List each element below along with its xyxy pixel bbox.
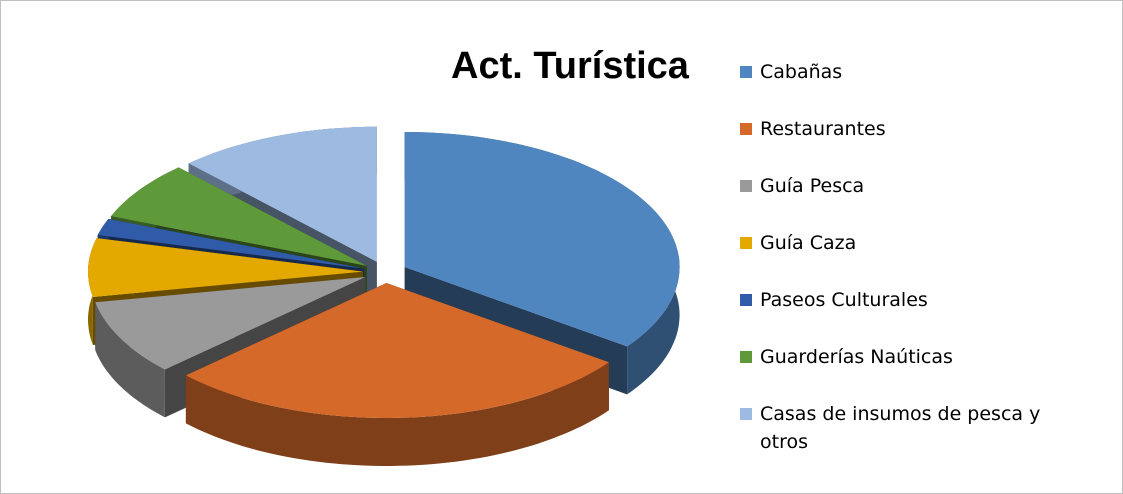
legend-label: Guarderías Naúticas <box>760 346 953 368</box>
slice <box>88 238 364 297</box>
legend-label: Cabañas <box>760 61 843 83</box>
legend-item: Guía Caza <box>740 229 1080 286</box>
legend-item: Guía Pesca <box>740 172 1080 229</box>
legend-swatch <box>740 408 752 420</box>
legend-swatch <box>740 180 752 192</box>
legend-swatch <box>740 294 752 306</box>
legend-item: Paseos Culturales <box>740 286 1080 343</box>
legend-label: Guía Pesca <box>760 175 865 197</box>
legend-label: Paseos Culturales <box>760 289 928 311</box>
slice-side <box>95 302 165 418</box>
legend-swatch <box>740 351 752 363</box>
legend-item: Restaurantes <box>740 115 1080 172</box>
slice <box>97 218 365 269</box>
slice-side <box>185 362 609 466</box>
slice-tops <box>88 126 680 418</box>
legend-label: Guía Caza <box>760 232 857 254</box>
legend-swatch <box>740 237 752 249</box>
legend-swatch <box>740 123 752 135</box>
slice <box>185 282 609 418</box>
slice <box>188 126 377 262</box>
legend: Cabañas Restaurantes Guía Pesca Guía Caza Pa… <box>740 58 1080 457</box>
legend-label: Casas de insumos de pesca y otros <box>760 403 1041 453</box>
legend-swatch <box>740 66 752 78</box>
slice <box>404 132 680 347</box>
slice <box>95 276 366 370</box>
slice <box>111 167 367 266</box>
legend-item: Cabañas <box>740 58 1080 115</box>
chart-title: Act. Turística <box>451 45 690 87</box>
legend-item: Guarderías Naúticas <box>740 343 1080 400</box>
pie <box>88 126 680 466</box>
legend-label: Restaurantes <box>760 118 886 140</box>
legend-item: Casas de insumos de pesca y otros <box>740 400 1080 457</box>
